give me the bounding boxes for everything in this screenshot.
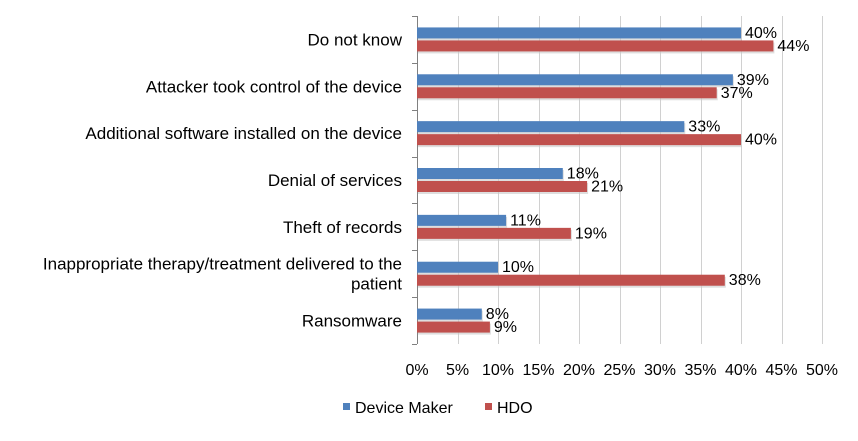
bar-hdo bbox=[417, 87, 717, 99]
category-label: Additional software installed on the dev… bbox=[85, 124, 402, 143]
category-label: Denial of services bbox=[268, 171, 402, 190]
legend: Device Maker HDO bbox=[343, 400, 533, 417]
legend-label: Device Maker bbox=[355, 400, 453, 417]
bar-device-maker bbox=[417, 121, 685, 133]
data-labels: 40%44%39%37%33%40%18%21%11%19%10%38%8%9% bbox=[486, 25, 810, 336]
bar-device-maker bbox=[417, 168, 563, 179]
data-label: 40% bbox=[745, 25, 777, 42]
category-label: patient bbox=[351, 275, 402, 294]
data-label: 39% bbox=[737, 72, 769, 89]
x-tick-label: 15% bbox=[522, 362, 554, 379]
category-label: Inappropriate therapy/treatment delivere… bbox=[43, 255, 402, 274]
data-label: 38% bbox=[729, 272, 761, 289]
x-tick-label: 0% bbox=[405, 362, 428, 379]
x-axis-ticks: 0% 5% 10% 15% 20% 25% 30% 35% 40% 45% 50% bbox=[405, 362, 838, 379]
category-label: Theft of records bbox=[283, 218, 402, 237]
bar-hdo bbox=[417, 227, 571, 239]
x-tick-label: 10% bbox=[482, 362, 514, 379]
x-tick-label: 30% bbox=[644, 362, 676, 379]
data-label: 8% bbox=[486, 306, 509, 323]
data-label: 21% bbox=[591, 179, 623, 196]
data-label: 10% bbox=[502, 259, 534, 276]
category-labels: Do not know Attacker took control of the … bbox=[43, 30, 403, 330]
x-tick-label: 5% bbox=[446, 362, 469, 379]
data-label: 37% bbox=[721, 85, 753, 102]
bar-hdo bbox=[417, 40, 774, 52]
bar-device-maker bbox=[417, 214, 507, 226]
data-label: 9% bbox=[494, 319, 517, 336]
data-label: 19% bbox=[575, 225, 607, 242]
x-tick-label: 25% bbox=[603, 362, 635, 379]
data-label: 40% bbox=[745, 132, 777, 149]
legend-label: HDO bbox=[497, 400, 533, 417]
data-label: 11% bbox=[510, 212, 541, 229]
data-label: 18% bbox=[567, 166, 599, 183]
x-tick-label: 50% bbox=[806, 362, 838, 379]
bar-hdo bbox=[417, 181, 588, 192]
bar-hdo bbox=[417, 274, 725, 286]
category-label: Ransomware bbox=[302, 312, 402, 331]
bar-hdo bbox=[417, 134, 741, 146]
x-tick-label: 35% bbox=[684, 362, 716, 379]
bar-device-maker bbox=[417, 74, 733, 86]
category-label: Do not know bbox=[308, 30, 403, 49]
data-label: 33% bbox=[688, 119, 720, 136]
bar-hdo bbox=[417, 321, 490, 333]
x-tick-label: 45% bbox=[765, 362, 797, 379]
x-tick-label: 40% bbox=[725, 362, 757, 379]
bars bbox=[417, 27, 775, 335]
legend-swatch bbox=[485, 403, 492, 410]
data-label: 44% bbox=[777, 38, 809, 55]
x-tick-label: 20% bbox=[563, 362, 595, 379]
gridlines bbox=[412, 16, 823, 345]
bar-device-maker bbox=[417, 261, 498, 273]
legend-swatch bbox=[343, 403, 350, 410]
bar-device-maker bbox=[417, 308, 482, 320]
bar-device-maker bbox=[417, 27, 741, 39]
category-label: Attacker took control of the device bbox=[146, 77, 402, 96]
